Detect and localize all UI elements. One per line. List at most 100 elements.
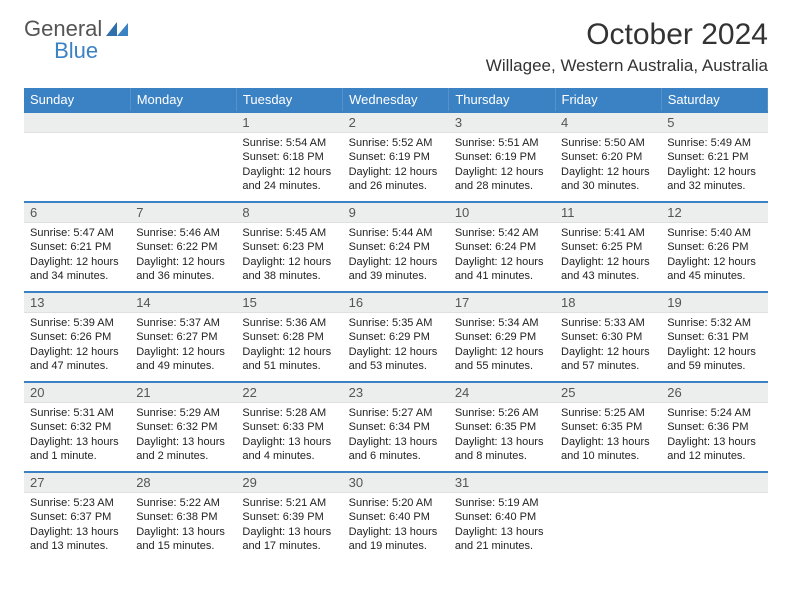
- dayname-header: Saturday: [661, 88, 767, 112]
- day-cell: 9Sunrise: 5:44 AMSunset: 6:24 PMDaylight…: [343, 202, 449, 292]
- day-number: 8: [236, 203, 342, 223]
- day-cell: 27Sunrise: 5:23 AMSunset: 6:37 PMDayligh…: [24, 472, 130, 562]
- day-number: 17: [449, 293, 555, 313]
- day-number: 14: [130, 293, 236, 313]
- day-details: Sunrise: 5:49 AMSunset: 6:21 PMDaylight:…: [661, 133, 767, 197]
- day-cell: 18Sunrise: 5:33 AMSunset: 6:30 PMDayligh…: [555, 292, 661, 382]
- day-cell: .: [130, 112, 236, 202]
- day-details: Sunrise: 5:54 AMSunset: 6:18 PMDaylight:…: [236, 133, 342, 197]
- day-details: Sunrise: 5:46 AMSunset: 6:22 PMDaylight:…: [130, 223, 236, 287]
- day-number: 1: [236, 113, 342, 133]
- day-details: Sunrise: 5:19 AMSunset: 6:40 PMDaylight:…: [449, 493, 555, 557]
- day-number: 12: [661, 203, 767, 223]
- day-number: 10: [449, 203, 555, 223]
- day-details: Sunrise: 5:44 AMSunset: 6:24 PMDaylight:…: [343, 223, 449, 287]
- day-details: Sunrise: 5:36 AMSunset: 6:28 PMDaylight:…: [236, 313, 342, 377]
- dayname-header: Sunday: [24, 88, 130, 112]
- day-cell: 6Sunrise: 5:47 AMSunset: 6:21 PMDaylight…: [24, 202, 130, 292]
- day-details: Sunrise: 5:21 AMSunset: 6:39 PMDaylight:…: [236, 493, 342, 557]
- day-details: Sunrise: 5:28 AMSunset: 6:33 PMDaylight:…: [236, 403, 342, 467]
- day-details: Sunrise: 5:34 AMSunset: 6:29 PMDaylight:…: [449, 313, 555, 377]
- day-number: 15: [236, 293, 342, 313]
- location: Willagee, Western Australia, Australia: [486, 56, 768, 76]
- logo: General Blue: [24, 18, 128, 62]
- day-number: 6: [24, 203, 130, 223]
- week-row: 20Sunrise: 5:31 AMSunset: 6:32 PMDayligh…: [24, 382, 768, 472]
- day-cell: 14Sunrise: 5:37 AMSunset: 6:27 PMDayligh…: [130, 292, 236, 382]
- day-cell: 7Sunrise: 5:46 AMSunset: 6:22 PMDaylight…: [130, 202, 236, 292]
- day-cell: 20Sunrise: 5:31 AMSunset: 6:32 PMDayligh…: [24, 382, 130, 472]
- day-number: 19: [661, 293, 767, 313]
- day-number: 16: [343, 293, 449, 313]
- day-number: 23: [343, 383, 449, 403]
- day-number: 7: [130, 203, 236, 223]
- day-cell: 30Sunrise: 5:20 AMSunset: 6:40 PMDayligh…: [343, 472, 449, 562]
- day-details: Sunrise: 5:35 AMSunset: 6:29 PMDaylight:…: [343, 313, 449, 377]
- day-cell: 4Sunrise: 5:50 AMSunset: 6:20 PMDaylight…: [555, 112, 661, 202]
- day-number: 18: [555, 293, 661, 313]
- day-cell: .: [24, 112, 130, 202]
- day-details: Sunrise: 5:41 AMSunset: 6:25 PMDaylight:…: [555, 223, 661, 287]
- day-details: Sunrise: 5:47 AMSunset: 6:21 PMDaylight:…: [24, 223, 130, 287]
- day-number: 21: [130, 383, 236, 403]
- day-number: 2: [343, 113, 449, 133]
- day-cell: 31Sunrise: 5:19 AMSunset: 6:40 PMDayligh…: [449, 472, 555, 562]
- day-cell: 21Sunrise: 5:29 AMSunset: 6:32 PMDayligh…: [130, 382, 236, 472]
- day-cell: 19Sunrise: 5:32 AMSunset: 6:31 PMDayligh…: [661, 292, 767, 382]
- dayname-header: Wednesday: [343, 88, 449, 112]
- day-details: Sunrise: 5:42 AMSunset: 6:24 PMDaylight:…: [449, 223, 555, 287]
- day-cell: 25Sunrise: 5:25 AMSunset: 6:35 PMDayligh…: [555, 382, 661, 472]
- day-details: Sunrise: 5:27 AMSunset: 6:34 PMDaylight:…: [343, 403, 449, 467]
- day-cell: 22Sunrise: 5:28 AMSunset: 6:33 PMDayligh…: [236, 382, 342, 472]
- day-details: Sunrise: 5:37 AMSunset: 6:27 PMDaylight:…: [130, 313, 236, 377]
- day-details: Sunrise: 5:52 AMSunset: 6:19 PMDaylight:…: [343, 133, 449, 197]
- day-cell: 3Sunrise: 5:51 AMSunset: 6:19 PMDaylight…: [449, 112, 555, 202]
- day-number: 25: [555, 383, 661, 403]
- day-cell: 29Sunrise: 5:21 AMSunset: 6:39 PMDayligh…: [236, 472, 342, 562]
- calendar-table: SundayMondayTuesdayWednesdayThursdayFrid…: [24, 88, 768, 562]
- week-row: 27Sunrise: 5:23 AMSunset: 6:37 PMDayligh…: [24, 472, 768, 562]
- day-details: Sunrise: 5:51 AMSunset: 6:19 PMDaylight:…: [449, 133, 555, 197]
- dayname-header: Friday: [555, 88, 661, 112]
- week-row: 6Sunrise: 5:47 AMSunset: 6:21 PMDaylight…: [24, 202, 768, 292]
- day-number: 22: [236, 383, 342, 403]
- page-header: General Blue October 2024 Willagee, West…: [24, 18, 768, 82]
- day-details: Sunrise: 5:32 AMSunset: 6:31 PMDaylight:…: [661, 313, 767, 377]
- day-details: Sunrise: 5:40 AMSunset: 6:26 PMDaylight:…: [661, 223, 767, 287]
- day-number: 5: [661, 113, 767, 133]
- day-cell: 5Sunrise: 5:49 AMSunset: 6:21 PMDaylight…: [661, 112, 767, 202]
- day-cell: 8Sunrise: 5:45 AMSunset: 6:23 PMDaylight…: [236, 202, 342, 292]
- logo-icon: [106, 20, 128, 36]
- day-details: Sunrise: 5:31 AMSunset: 6:32 PMDaylight:…: [24, 403, 130, 467]
- dayname-header: Thursday: [449, 88, 555, 112]
- day-cell: 24Sunrise: 5:26 AMSunset: 6:35 PMDayligh…: [449, 382, 555, 472]
- day-number: 11: [555, 203, 661, 223]
- logo-word-2: Blue: [54, 40, 98, 62]
- day-cell: 10Sunrise: 5:42 AMSunset: 6:24 PMDayligh…: [449, 202, 555, 292]
- day-cell: 26Sunrise: 5:24 AMSunset: 6:36 PMDayligh…: [661, 382, 767, 472]
- day-cell: .: [661, 472, 767, 562]
- day-cell: 11Sunrise: 5:41 AMSunset: 6:25 PMDayligh…: [555, 202, 661, 292]
- day-number: 13: [24, 293, 130, 313]
- day-cell: 2Sunrise: 5:52 AMSunset: 6:19 PMDaylight…: [343, 112, 449, 202]
- day-cell: 28Sunrise: 5:22 AMSunset: 6:38 PMDayligh…: [130, 472, 236, 562]
- day-details: Sunrise: 5:22 AMSunset: 6:38 PMDaylight:…: [130, 493, 236, 557]
- day-number: 30: [343, 473, 449, 493]
- day-cell: 12Sunrise: 5:40 AMSunset: 6:26 PMDayligh…: [661, 202, 767, 292]
- day-details: Sunrise: 5:26 AMSunset: 6:35 PMDaylight:…: [449, 403, 555, 467]
- day-number: 3: [449, 113, 555, 133]
- day-details: Sunrise: 5:33 AMSunset: 6:30 PMDaylight:…: [555, 313, 661, 377]
- day-number: 9: [343, 203, 449, 223]
- day-details: Sunrise: 5:39 AMSunset: 6:26 PMDaylight:…: [24, 313, 130, 377]
- week-row: 13Sunrise: 5:39 AMSunset: 6:26 PMDayligh…: [24, 292, 768, 382]
- day-details: Sunrise: 5:20 AMSunset: 6:40 PMDaylight:…: [343, 493, 449, 557]
- day-cell: 1Sunrise: 5:54 AMSunset: 6:18 PMDaylight…: [236, 112, 342, 202]
- day-cell: 13Sunrise: 5:39 AMSunset: 6:26 PMDayligh…: [24, 292, 130, 382]
- dayname-header: Monday: [130, 88, 236, 112]
- day-cell: 15Sunrise: 5:36 AMSunset: 6:28 PMDayligh…: [236, 292, 342, 382]
- day-number: 24: [449, 383, 555, 403]
- day-number: 31: [449, 473, 555, 493]
- day-details: Sunrise: 5:45 AMSunset: 6:23 PMDaylight:…: [236, 223, 342, 287]
- day-number: 4: [555, 113, 661, 133]
- day-details: Sunrise: 5:23 AMSunset: 6:37 PMDaylight:…: [24, 493, 130, 557]
